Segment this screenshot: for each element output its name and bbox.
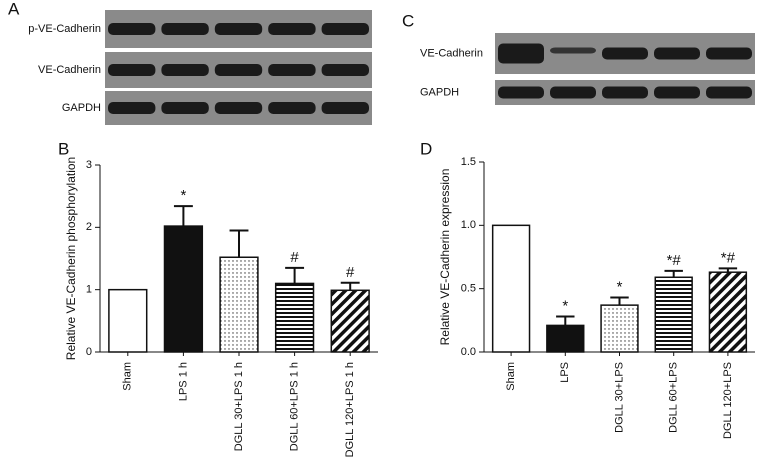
y-tick-label: 3 (86, 159, 92, 171)
bar (108, 288, 148, 353)
blot-band (108, 64, 156, 76)
y-tick-label: 0.0 (461, 346, 476, 358)
blot-band (268, 64, 316, 76)
blot-band (321, 23, 369, 35)
significance-marker: *# (667, 252, 682, 269)
significance-marker: *# (721, 249, 736, 266)
bar (654, 276, 693, 353)
bar (546, 324, 585, 353)
bar (600, 304, 639, 353)
y-tick-label: 2 (86, 221, 92, 233)
blot-row-label: VE-Cadherin (420, 47, 483, 59)
blot-row-label: p-VE-Cadherin (28, 23, 101, 35)
x-tick-label: DGLL 30+LPS 1 h (233, 362, 245, 451)
x-tick-label: LPS 1 h (177, 362, 189, 401)
y-tick-label: 1.5 (461, 156, 476, 168)
significance-marker: # (346, 264, 355, 281)
bar (708, 271, 748, 353)
blot-band (706, 47, 752, 60)
blot-band (268, 102, 316, 114)
y-tick-label: 1.0 (461, 219, 476, 231)
x-tick-label: DGLL 60+LPS 1 h (289, 362, 301, 451)
x-tick-label: Sham (505, 362, 517, 391)
significance-marker: # (290, 249, 299, 266)
blot-band (108, 23, 156, 35)
blot-band (161, 23, 209, 35)
blot-band (161, 64, 209, 76)
blot-band (602, 47, 648, 60)
blot-band (214, 64, 263, 76)
blot-row-label: GAPDH (420, 86, 459, 98)
blot-band (161, 102, 209, 114)
blot-band (498, 43, 544, 64)
blot-band (550, 47, 596, 54)
x-tick-label: DGLL 120+LPS 1 h (344, 362, 356, 457)
significance-marker: * (180, 187, 186, 204)
blot-band (268, 23, 316, 35)
blot-row-label: VE-Cadherin (38, 64, 101, 76)
panel-label: C (402, 11, 414, 30)
y-tick-label: 0 (86, 346, 92, 358)
blot-band (108, 102, 156, 114)
panel-label: A (8, 0, 20, 18)
significance-marker: * (617, 279, 623, 296)
bar (491, 224, 531, 353)
x-tick-label: DGLL 120+LPS (722, 362, 734, 439)
blot-band (321, 102, 369, 114)
blot-row-label: GAPDH (62, 102, 101, 114)
blot-band (706, 86, 752, 99)
blot-band (602, 86, 648, 99)
blot-band (214, 102, 263, 114)
x-tick-label: LPS (559, 362, 571, 383)
bar (274, 282, 315, 353)
bar (163, 225, 204, 353)
bar (330, 289, 370, 353)
blot-band (498, 86, 544, 99)
blot-band (654, 86, 700, 99)
y-tick-label: 1 (86, 284, 92, 296)
y-axis-label: Relative VE-Cadherin expression (438, 169, 452, 346)
panel-label: D (420, 139, 432, 158)
blot-band (550, 86, 596, 99)
y-axis-label: Relative VE-Cadherin phosphorylation (64, 157, 78, 360)
bar (219, 256, 259, 353)
panel-label: B (58, 139, 69, 158)
x-tick-label: DGLL 30+LPS (613, 362, 625, 433)
blot-band (321, 64, 369, 76)
significance-marker: * (562, 298, 568, 315)
x-tick-label: DGLL 60+LPS (668, 362, 680, 433)
y-tick-label: 0.5 (461, 283, 476, 295)
blot-band (214, 23, 263, 35)
x-tick-label: Sham (122, 362, 134, 391)
blot-band (654, 47, 700, 60)
